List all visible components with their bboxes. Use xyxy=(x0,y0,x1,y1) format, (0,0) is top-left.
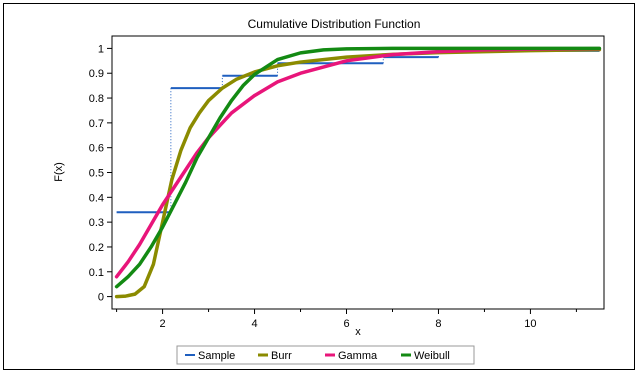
y-tick-label: 0.7 xyxy=(89,118,104,130)
y-tick-label: 0.8 xyxy=(89,93,104,105)
legend-label-weibull: Weibull xyxy=(414,350,450,362)
y-tick-label: 0.2 xyxy=(89,242,104,254)
y-tick-label: 1 xyxy=(98,43,104,55)
x-tick-label: 8 xyxy=(435,318,441,330)
legend: Sample Burr Gamma Weibull xyxy=(185,350,450,362)
y-tick-label: 0.5 xyxy=(89,168,104,180)
x-tick-label: 6 xyxy=(343,318,349,330)
legend-label-burr: Burr xyxy=(271,350,292,362)
x-tick-label: 10 xyxy=(524,318,536,330)
plot-area xyxy=(111,35,605,310)
series-layer xyxy=(114,46,602,299)
y-tick-label: 0.1 xyxy=(89,267,104,279)
legend-label-gamma: Gamma xyxy=(338,350,378,362)
weibull-line xyxy=(114,46,602,289)
y-tick-label: 0.6 xyxy=(89,143,104,155)
gamma-line xyxy=(114,46,602,279)
x-tick-label: 2 xyxy=(160,318,166,330)
legend-label-sample: Sample xyxy=(198,350,235,362)
y-tick-label: 0.4 xyxy=(89,192,104,204)
y-axis-label: F(x) xyxy=(53,162,65,182)
x-tick-label: 4 xyxy=(251,318,257,330)
y-tick-label: 0.3 xyxy=(89,217,104,229)
chart-title: Cumulative Distribution Function xyxy=(248,17,421,31)
y-tick-label: 0.9 xyxy=(89,68,104,80)
y-tick-label: 0 xyxy=(98,292,104,304)
x-axis-label: x xyxy=(355,326,361,338)
axis-layer: 0 0.1 0.2 0.3 0.4 0.5 0.6 0.7 0.8 0.9 1 2 4 6 8 10 xyxy=(89,43,577,330)
